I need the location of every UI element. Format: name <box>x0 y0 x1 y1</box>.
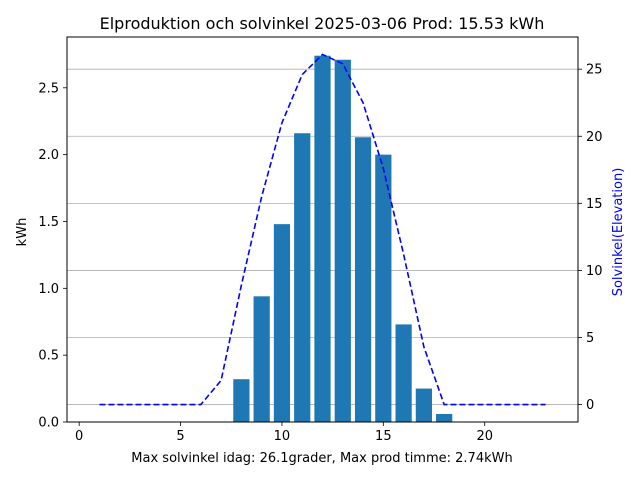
y-tick-label: 2.0 <box>38 148 59 163</box>
y-axis-left: 0.0 0.5 1.0 1.5 2.0 2.5 <box>38 81 67 431</box>
x-tick-label: 20 <box>476 429 493 444</box>
y-tick-label: 1.0 <box>38 282 59 297</box>
bar <box>334 59 351 422</box>
y2-tick-label: 25 <box>586 63 603 78</box>
y2-axis-label: Solvinkel(Elevation) <box>611 168 626 297</box>
bar <box>415 388 432 422</box>
chart-title: Elproduktion och solvinkel 2025-03-06 Pr… <box>100 14 545 33</box>
bar <box>395 324 412 422</box>
y2-tick-label: 0 <box>586 398 594 413</box>
y-tick-label: 0.5 <box>38 349 59 364</box>
x-tick-label: 0 <box>75 429 83 444</box>
bar <box>354 137 372 422</box>
x-axis: 0 5 10 15 20 <box>75 422 493 444</box>
bar <box>294 133 311 422</box>
bar <box>273 224 291 422</box>
bar <box>375 154 392 422</box>
elevation-series <box>99 53 546 406</box>
y-axis-right: 0 5 10 15 20 25 <box>578 63 603 413</box>
plot-frame <box>66 36 579 423</box>
bar-series <box>233 55 453 423</box>
y-tick-label: 1.5 <box>38 215 59 230</box>
series-line <box>99 53 546 406</box>
y2-tick-label: 20 <box>586 130 603 145</box>
y-axis-label: kWh <box>15 218 30 247</box>
x-axis-label: Max solvinkel idag: 26.1grader, Max prod… <box>131 451 512 466</box>
y2-tick-label: 5 <box>586 331 594 346</box>
y2-tick-label: 10 <box>586 264 603 279</box>
bar <box>314 55 331 423</box>
y-tick-label: 0.0 <box>38 416 59 431</box>
y-tick-label: 2.5 <box>38 81 59 96</box>
bar <box>253 296 270 422</box>
x-tick-label: 5 <box>176 429 184 444</box>
bar <box>233 379 250 422</box>
x-tick-label: 10 <box>274 429 291 444</box>
x-tick-label: 15 <box>375 429 392 444</box>
bar <box>436 413 453 422</box>
y2-tick-label: 15 <box>586 197 603 212</box>
